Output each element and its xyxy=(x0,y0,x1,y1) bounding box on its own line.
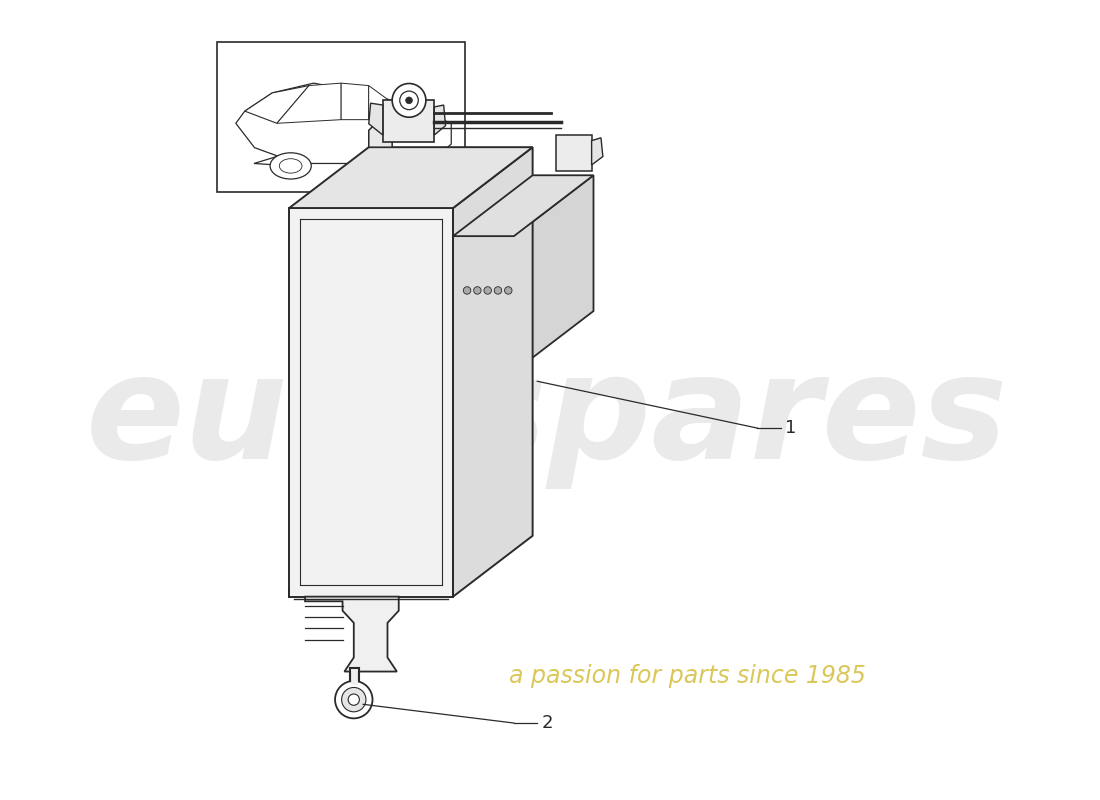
Circle shape xyxy=(494,286,502,294)
Polygon shape xyxy=(592,138,603,165)
Polygon shape xyxy=(245,86,309,123)
Ellipse shape xyxy=(381,158,403,173)
Polygon shape xyxy=(556,135,592,170)
Ellipse shape xyxy=(279,158,302,173)
Text: eurospares: eurospares xyxy=(86,348,1008,490)
Circle shape xyxy=(505,286,512,294)
Circle shape xyxy=(463,286,471,294)
Polygon shape xyxy=(368,86,387,123)
Polygon shape xyxy=(368,103,383,135)
Ellipse shape xyxy=(371,153,412,179)
Polygon shape xyxy=(235,83,451,166)
Polygon shape xyxy=(453,175,594,236)
Polygon shape xyxy=(514,175,594,372)
Polygon shape xyxy=(453,236,514,372)
Circle shape xyxy=(393,83,426,118)
Polygon shape xyxy=(289,208,453,597)
Polygon shape xyxy=(305,597,398,671)
Polygon shape xyxy=(383,100,434,142)
Text: 2: 2 xyxy=(542,714,553,732)
Polygon shape xyxy=(341,83,368,120)
Circle shape xyxy=(399,91,418,110)
Polygon shape xyxy=(289,147,532,208)
Polygon shape xyxy=(277,83,341,123)
Bar xyxy=(217,42,465,192)
Circle shape xyxy=(474,286,481,294)
Circle shape xyxy=(406,97,412,104)
Circle shape xyxy=(349,694,360,706)
Polygon shape xyxy=(434,105,446,135)
Circle shape xyxy=(484,286,492,294)
Circle shape xyxy=(336,681,373,718)
Text: a passion for parts since 1985: a passion for parts since 1985 xyxy=(508,664,866,688)
Ellipse shape xyxy=(271,153,311,179)
Text: 1: 1 xyxy=(785,419,796,437)
Circle shape xyxy=(342,687,366,712)
Polygon shape xyxy=(368,121,393,147)
Polygon shape xyxy=(453,147,532,597)
